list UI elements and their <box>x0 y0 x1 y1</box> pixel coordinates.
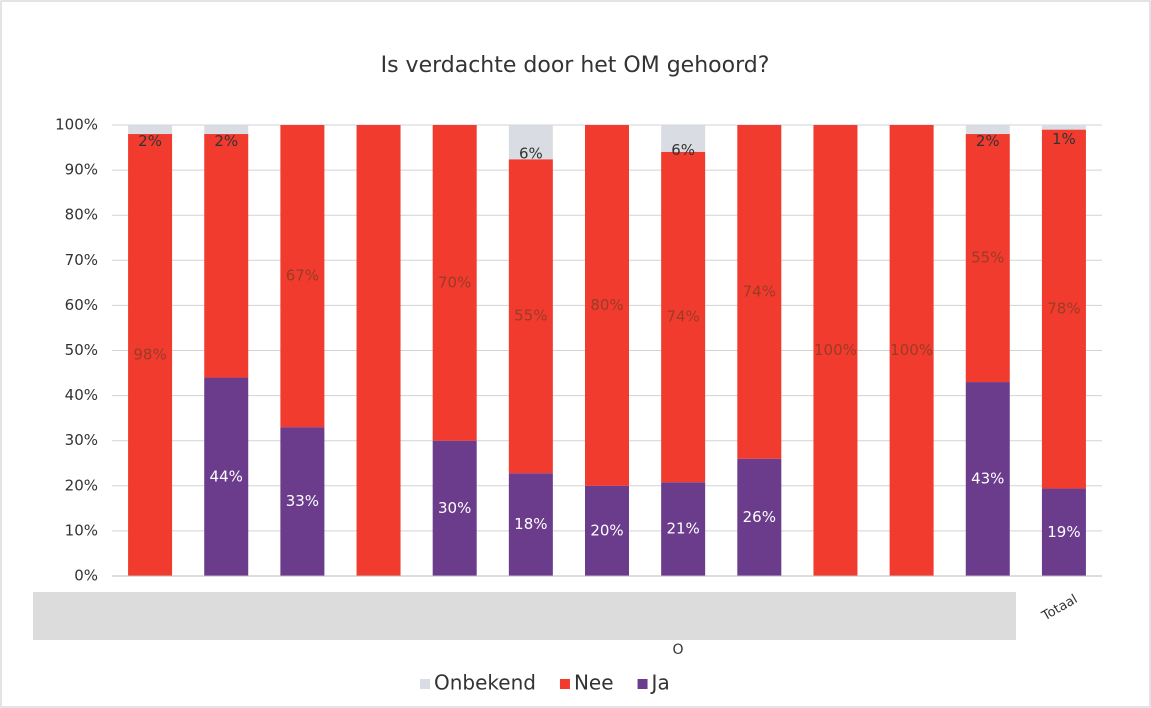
data-label: 44% <box>210 467 243 485</box>
bar-segment <box>356 125 401 576</box>
bar-segment <box>813 125 858 576</box>
y-tick-label: 80% <box>65 206 98 224</box>
y-tick-label: 10% <box>65 521 98 539</box>
bar-segment <box>1041 488 1086 576</box>
legend-swatch <box>420 679 430 689</box>
data-label: 30% <box>438 499 471 517</box>
y-tick-label: 40% <box>65 386 98 404</box>
data-label: 70% <box>438 273 471 291</box>
bar-segment <box>661 482 706 576</box>
y-tick-label: 70% <box>65 251 98 269</box>
bar-segment <box>1041 125 1086 130</box>
data-label: 18% <box>514 515 547 533</box>
y-tick-label: 60% <box>65 296 98 314</box>
bar-segment <box>128 125 173 135</box>
bar-segment <box>661 125 706 152</box>
bar-segment <box>585 485 629 576</box>
bar-segment <box>737 125 782 459</box>
data-label: 43% <box>971 470 1004 488</box>
bar-segment <box>508 125 553 160</box>
data-label: 2% <box>138 132 162 150</box>
data-label: 74% <box>666 308 699 326</box>
bar-segment <box>508 159 553 474</box>
data-label: 55% <box>971 249 1004 267</box>
data-label: 6% <box>519 145 543 163</box>
bar-segment <box>204 134 249 378</box>
redacted-labels <box>33 592 1016 640</box>
data-label: 80% <box>590 296 623 314</box>
data-label: 2% <box>976 132 1000 150</box>
legend-swatch <box>637 679 648 689</box>
bar-segment <box>508 473 553 576</box>
legend-label: Nee <box>574 671 614 695</box>
bar-segment <box>204 125 249 135</box>
legend-swatch <box>559 679 570 689</box>
y-tick-label: 0% <box>74 567 98 585</box>
bar-segment <box>280 427 325 576</box>
data-label: 2% <box>214 132 238 150</box>
data-label: 78% <box>1047 300 1080 318</box>
legend-label: Onbekend <box>434 671 536 695</box>
legend-label: Ja <box>650 671 670 695</box>
bar-segment <box>737 458 782 576</box>
chart-title: Is verdachte door het OM gehoord? <box>381 53 770 78</box>
bar-segment <box>889 125 934 576</box>
data-label: 20% <box>590 521 623 539</box>
data-label: 21% <box>666 520 699 538</box>
y-tick-label: 90% <box>65 161 98 179</box>
data-label: 98% <box>133 346 166 364</box>
data-label: 1% <box>1052 130 1076 148</box>
bar-segment <box>585 125 629 486</box>
y-tick-label: 30% <box>65 431 98 449</box>
data-label: 19% <box>1047 523 1080 541</box>
bar-segment <box>965 382 1010 576</box>
data-label: 74% <box>743 282 776 300</box>
bar-segment <box>1041 129 1086 489</box>
x-axis-label: O <box>672 642 683 658</box>
bar-segment <box>432 125 477 441</box>
y-tick-label: 50% <box>65 341 98 359</box>
bar-segment <box>965 125 1010 135</box>
data-label: 55% <box>514 307 547 325</box>
data-label: 100% <box>814 341 857 359</box>
bar-segment <box>280 125 325 428</box>
bar-segment <box>661 151 706 483</box>
data-label: 6% <box>671 141 695 159</box>
data-label: 26% <box>743 508 776 526</box>
bar-segment <box>965 134 1010 383</box>
bar-segment <box>128 134 173 576</box>
y-tick-label: 100% <box>55 116 98 134</box>
bar-segment <box>204 377 249 576</box>
y-tick-label: 20% <box>65 476 98 494</box>
bar-segment <box>432 440 477 576</box>
data-label: 33% <box>286 492 319 510</box>
data-label: 67% <box>286 267 319 285</box>
data-label: 100% <box>890 341 933 359</box>
